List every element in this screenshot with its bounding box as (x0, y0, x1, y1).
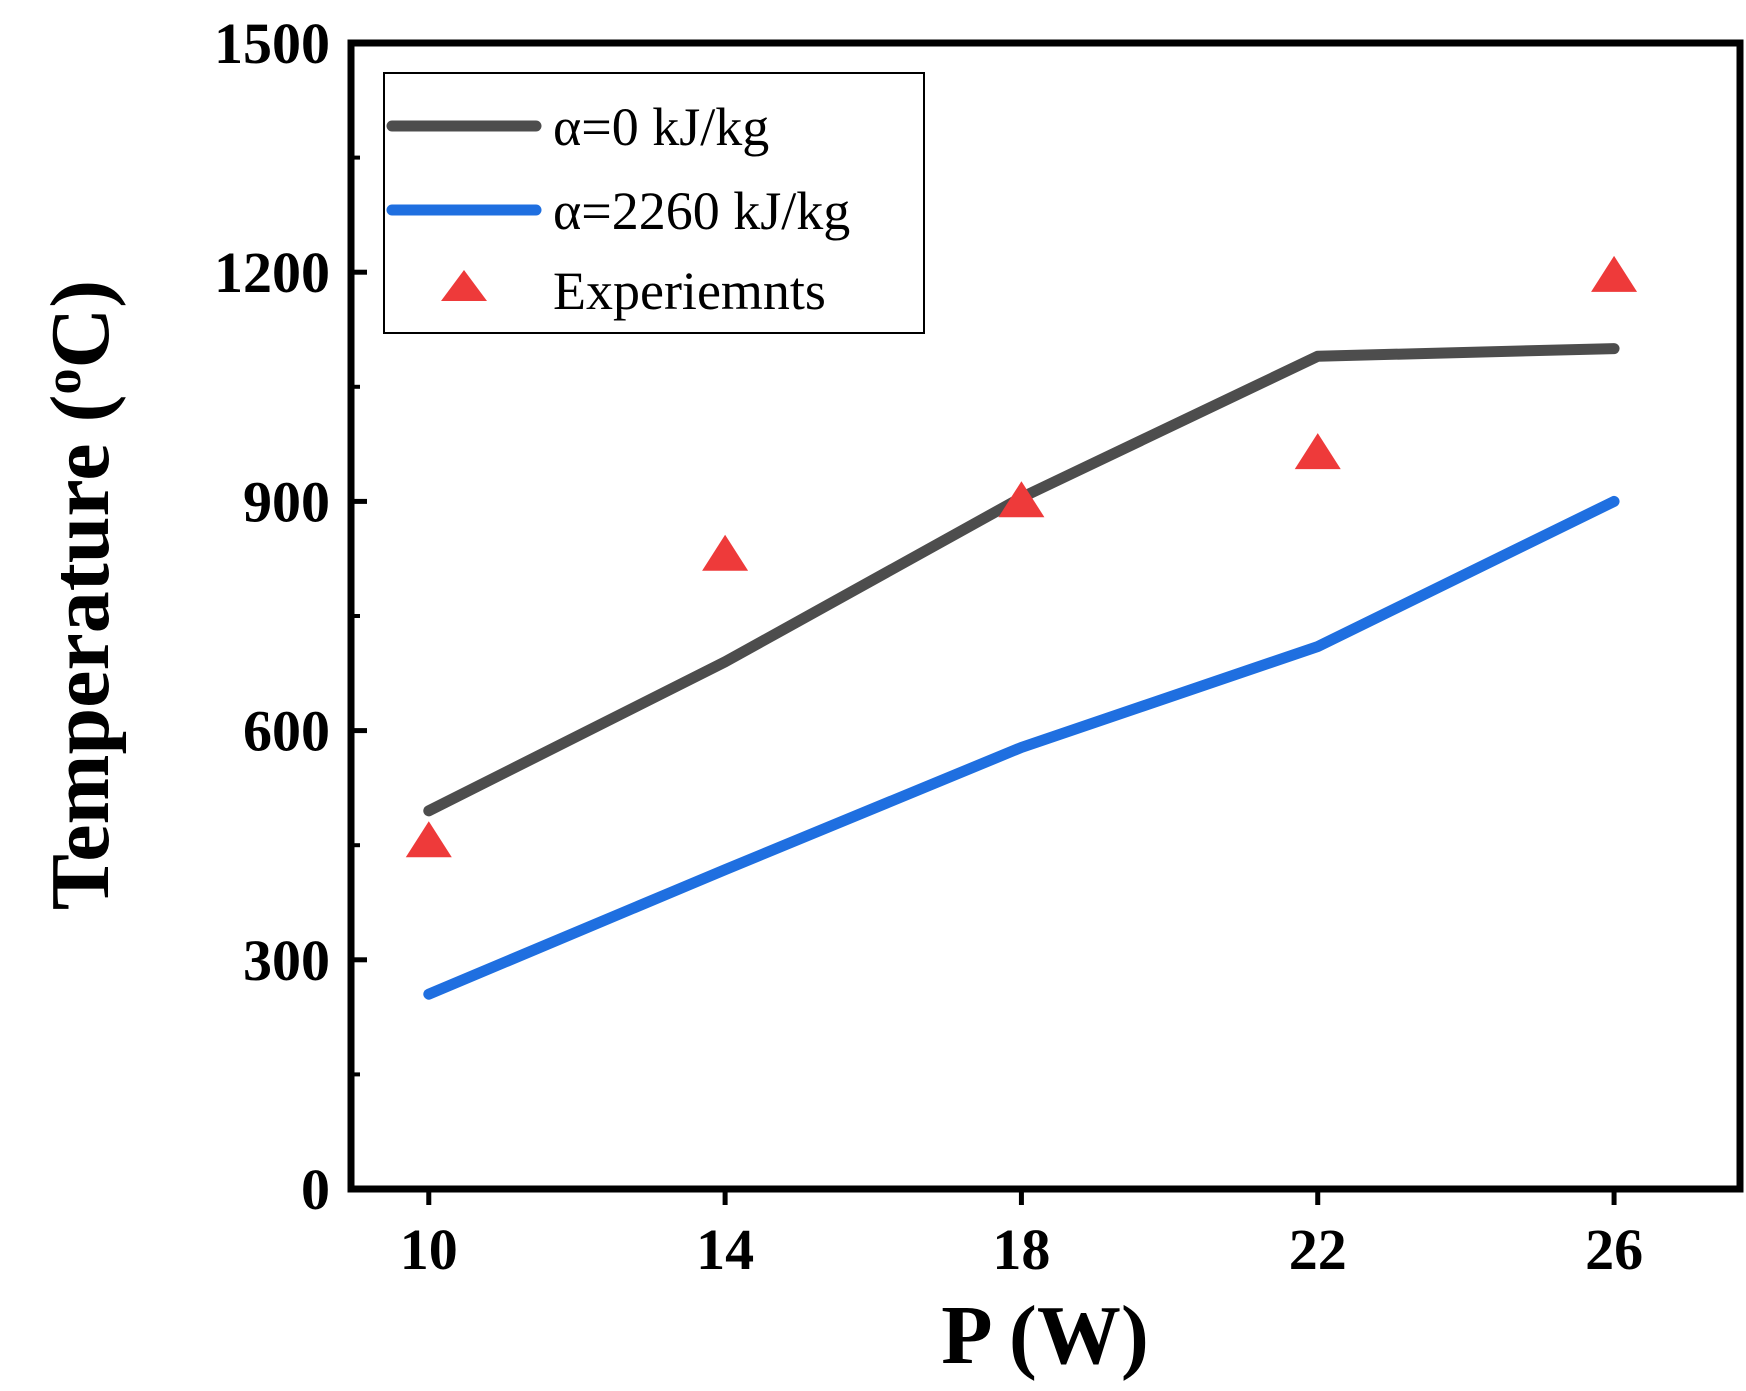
experiment-point (405, 821, 452, 858)
legend: α=0 kJ/kg α=2260 kJ/kg Experiemnts (383, 72, 925, 334)
y-tick-label: 0 (301, 1157, 330, 1222)
x-axis-label: P (W) (941, 1289, 1149, 1382)
x-tick-label: 10 (400, 1217, 458, 1282)
x-tick-label: 18 (992, 1217, 1050, 1282)
plot-frame (347, 39, 1744, 1193)
y-tick-label: 600 (243, 699, 330, 764)
y-tick-label: 300 (243, 928, 330, 993)
experiment-point (998, 481, 1045, 518)
legend-label-experiments: Experiemnts (553, 261, 826, 321)
legend-label-alpha0: α=0 kJ/kg (553, 97, 769, 157)
experiment-point (1294, 433, 1341, 470)
y-tick-label: 900 (243, 469, 330, 534)
series-line-0 (423, 343, 1620, 817)
y-tick-label: 1500 (214, 11, 330, 76)
legend-label-alpha2260: α=2260 kJ/kg (553, 181, 850, 241)
y-axis-label: Temperature (oC) (34, 280, 127, 910)
x-tick-label: 26 (1585, 1217, 1643, 1282)
legend-marker-experiments (441, 270, 487, 301)
x-tick-label: 22 (1289, 1217, 1347, 1282)
tick-labels: 0 300 600 900 1200 1500 10 14 18 22 26 (214, 11, 1643, 1282)
series-line-1 (423, 495, 1620, 1000)
x-tick-label: 14 (696, 1217, 754, 1282)
experiment-point (702, 534, 749, 571)
experiment-point (1591, 255, 1638, 292)
data-series (405, 255, 1638, 1000)
y-tick-label: 1200 (214, 240, 330, 305)
